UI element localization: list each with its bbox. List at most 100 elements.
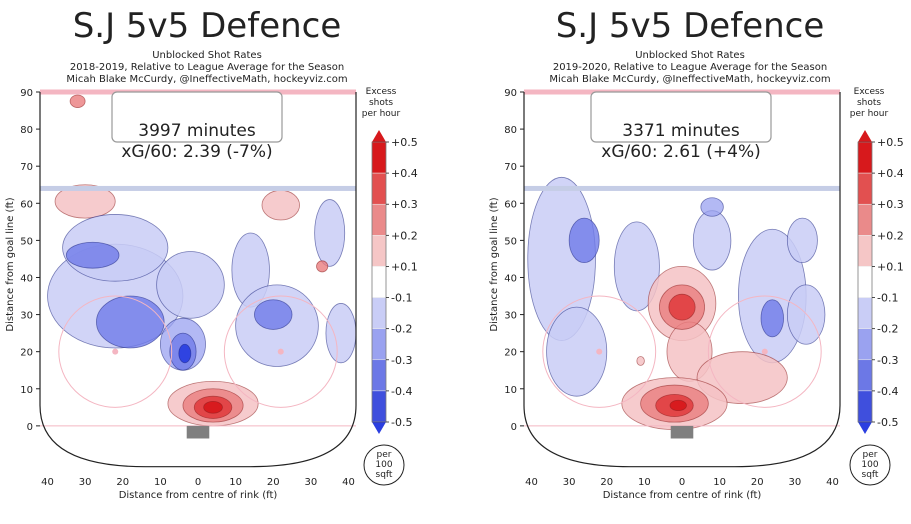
- colorbar-band: [857, 390, 873, 423]
- x-tick-label: 30: [79, 477, 92, 488]
- heatmap-blob: [203, 400, 223, 414]
- y-tick-label: 30: [20, 311, 33, 322]
- colorbar-tick-label: -0.3: [391, 354, 412, 367]
- heatmap-blob: [700, 197, 724, 217]
- y-tick-label: 50: [20, 236, 33, 247]
- x-tick-label: 20: [267, 477, 280, 488]
- scale-note-circle: [363, 444, 405, 486]
- heatmap-blob: [613, 221, 660, 312]
- y-tick-label: 60: [504, 199, 517, 210]
- x-tick-label: 20: [600, 477, 613, 488]
- faceoff-circle: [542, 295, 657, 408]
- y-tick-label: 40: [504, 273, 517, 284]
- x-tick-label: 0: [679, 477, 685, 488]
- heatmap-blob: [156, 251, 225, 319]
- colorbar-tick-label: -0.3: [877, 354, 898, 367]
- y-tick-label: 80: [20, 125, 33, 136]
- colorbar-band: [371, 172, 387, 205]
- scale-note-line: per: [863, 450, 878, 460]
- x-tick-label: 20: [751, 477, 764, 488]
- colorbar-tick-label: -0.2: [877, 323, 898, 336]
- colorbar-band: [857, 172, 873, 205]
- faceoff-dot: [761, 348, 768, 355]
- colorbar-extend-top: [858, 130, 872, 142]
- rink-boards: [39, 92, 357, 468]
- colorbar-title-line: shots: [369, 98, 393, 108]
- scale-note-circle: [849, 444, 891, 486]
- heatmap-blob: [54, 184, 116, 219]
- colorbar-tick-label: +0.1: [391, 260, 418, 273]
- heatmap-blob: [786, 217, 818, 264]
- heatmap-blob: [261, 189, 300, 221]
- x-tick-label: 30: [563, 477, 576, 488]
- colorbar-band: [371, 203, 387, 236]
- colorbar-band: [371, 297, 387, 329]
- colorbar-band: [857, 359, 873, 392]
- y-tick-label: 0: [27, 422, 33, 433]
- heatmap-blob: [325, 303, 356, 364]
- scale-note-line: 100: [375, 460, 392, 470]
- colorbar-band: [371, 235, 387, 267]
- scale-note-line: sqft: [376, 470, 393, 480]
- heatmap-blob: [668, 293, 696, 321]
- heatmap-blob: [760, 299, 784, 338]
- y-axis-label: Distance from goal line (ft): [5, 197, 16, 331]
- heatmap-blob: [178, 343, 192, 364]
- y-tick-label: 70: [504, 162, 517, 173]
- colorbar-tick-label: -0.5: [391, 416, 412, 429]
- y-tick-label: 10: [504, 385, 517, 396]
- chart-subtitle-line: Unblocked Shot Rates: [635, 50, 745, 61]
- colorbar-band: [857, 266, 873, 298]
- heatmap-blob: [96, 295, 165, 349]
- x-tick-label: 20: [116, 477, 129, 488]
- chart-subtitle-line: Micah Blake McCurdy, @IneffectiveMath, h…: [66, 74, 347, 85]
- colorbar-tick-label: +0.5: [877, 136, 904, 149]
- x-tick-label: 40: [342, 477, 355, 488]
- colorbar-title-line: shots: [857, 98, 881, 108]
- colorbar-band: [857, 297, 873, 329]
- heatmap-blob: [636, 356, 645, 366]
- goal-net: [186, 425, 210, 439]
- x-tick-label: 30: [788, 477, 801, 488]
- minutes-label: 3371 minutes: [622, 121, 740, 141]
- x-tick-label: 30: [304, 477, 317, 488]
- xg-label: xG/60: 2.39 (-7%): [121, 142, 272, 162]
- colorbar-band: [857, 235, 873, 267]
- y-tick-label: 30: [504, 311, 517, 322]
- goal-net: [670, 425, 694, 439]
- rink-boards: [523, 92, 841, 468]
- chart-subtitle-line: 2018-2019, Relative to League Average fo…: [70, 62, 344, 73]
- stats-box: [590, 91, 772, 143]
- minutes-label: 3997 minutes: [138, 121, 256, 141]
- colorbar-tick-label: -0.4: [877, 385, 898, 398]
- heatmap-blob: [669, 399, 687, 412]
- y-tick-label: 20: [20, 348, 33, 359]
- chart-subtitle-line: Unblocked Shot Rates: [152, 50, 262, 61]
- colorbar-tick-label: -0.5: [877, 416, 898, 429]
- colorbar-extend-top: [372, 130, 386, 142]
- x-tick-label: 10: [229, 477, 242, 488]
- colorbar-band: [857, 203, 873, 236]
- colorbar-band: [371, 328, 387, 361]
- colorbar-title-line: Excess: [366, 87, 397, 97]
- scale-note-line: sqft: [862, 470, 879, 480]
- chart-subtitle-line: Micah Blake McCurdy, @IneffectiveMath, h…: [549, 74, 830, 85]
- colorbar-tick-label: +0.3: [877, 198, 904, 211]
- colorbar-frame: [371, 141, 387, 423]
- colorbar-band: [371, 266, 387, 298]
- blue-line: [524, 185, 840, 191]
- xg-label: xG/60: 2.61 (+4%): [601, 142, 760, 162]
- heatmap-blob: [546, 306, 608, 397]
- x-tick-label: 0: [195, 477, 201, 488]
- colorbar-tick-label: +0.3: [391, 198, 418, 211]
- y-tick-label: 0: [511, 422, 517, 433]
- colorbar-title-line: Excess: [854, 87, 885, 97]
- colorbar-tick-label: -0.1: [391, 292, 412, 305]
- colorbar-title-line: per hour: [362, 109, 401, 119]
- colorbar-tick-label: -0.4: [391, 385, 412, 398]
- faceoff-dot: [596, 348, 603, 355]
- x-tick-label: 10: [638, 477, 651, 488]
- scale-note-line: 100: [861, 460, 878, 470]
- colorbar-band: [857, 328, 873, 361]
- y-tick-label: 70: [20, 162, 33, 173]
